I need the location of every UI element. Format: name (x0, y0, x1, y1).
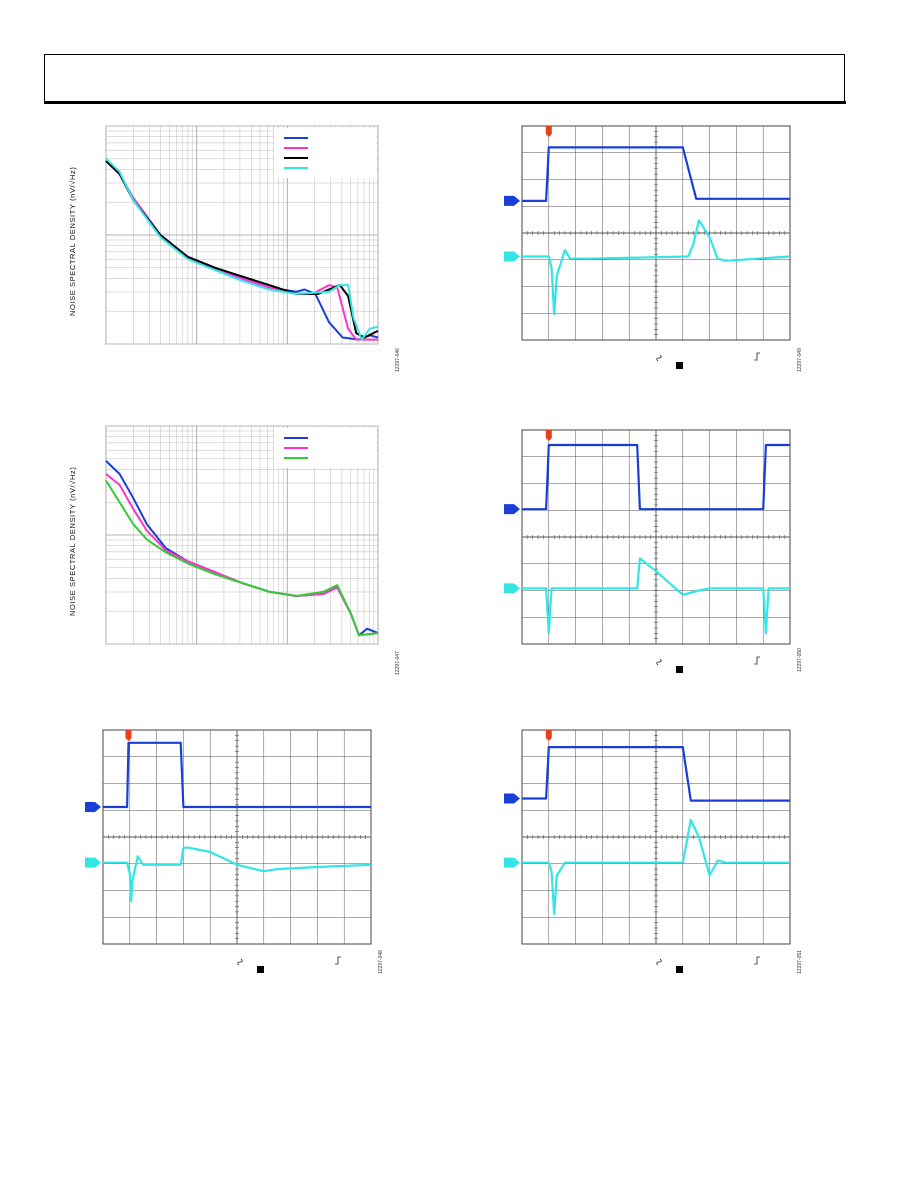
coupling-icon (656, 958, 662, 966)
series-line-3 (105, 479, 379, 637)
noise2-ylabel: NOISE SPECTRAL DENSITY (nV/√Hz) (68, 466, 77, 616)
channel-2-marker-icon (504, 583, 520, 594)
trigger-marker-icon (545, 730, 552, 741)
trigger-marker-icon (125, 730, 132, 741)
noise-density-chart-1 (105, 125, 379, 345)
noise-density-chart-2 (105, 425, 379, 645)
scope-grid (521, 729, 791, 945)
edge-trigger-icon (754, 656, 760, 665)
trace-2 (103, 846, 372, 903)
trace-1 (522, 746, 790, 802)
coupling-icon (237, 958, 243, 966)
channel-2-marker-icon (504, 251, 520, 262)
trace-2 (522, 557, 790, 635)
legend-box (274, 128, 376, 178)
acquisition-icon (676, 666, 683, 673)
scope2-figure-id: 12297-049 (797, 348, 803, 372)
scope-capture-right-1 (502, 125, 792, 380)
trigger-marker-icon (545, 126, 552, 137)
trace-2 (522, 818, 790, 916)
trace-1 (103, 741, 371, 809)
coupling-icon (656, 658, 662, 666)
trigger-marker-icon (545, 430, 552, 441)
coupling-icon (656, 354, 662, 362)
edge-trigger-icon (754, 956, 760, 965)
scope1-figure-id: 12297-048 (378, 950, 384, 974)
acquisition-icon (676, 362, 683, 369)
edge-trigger-icon (335, 956, 341, 965)
scope4-figure-id: 12297-051 (797, 950, 803, 974)
scope-capture-left (83, 729, 373, 984)
page-header-box (44, 54, 845, 102)
scope-capture-right-2 (502, 429, 792, 684)
channel-1-marker-icon (504, 504, 520, 515)
acquisition-icon (257, 966, 264, 973)
edge-trigger-icon (754, 352, 760, 361)
channel-2-marker-icon (85, 857, 101, 868)
trace-1 (522, 443, 790, 511)
acquisition-icon (676, 966, 683, 973)
noise1-figure-id: 12297-046 (395, 348, 401, 372)
channel-1-marker-icon (504, 195, 520, 206)
noise2-figure-id: 12297-047 (395, 651, 401, 675)
series-line-4 (105, 157, 379, 341)
noise1-ylabel: NOISE SPECTRAL DENSITY (nV/√Hz) (68, 166, 77, 316)
channel-1-marker-icon (504, 793, 520, 804)
scope3-figure-id: 12297-050 (797, 648, 803, 672)
channel-2-marker-icon (504, 857, 520, 868)
trace-1 (522, 146, 790, 202)
channel-1-marker-icon (85, 802, 101, 813)
scope-capture-right-3 (502, 729, 792, 984)
header-rule (44, 101, 846, 104)
trace-2 (522, 219, 791, 316)
